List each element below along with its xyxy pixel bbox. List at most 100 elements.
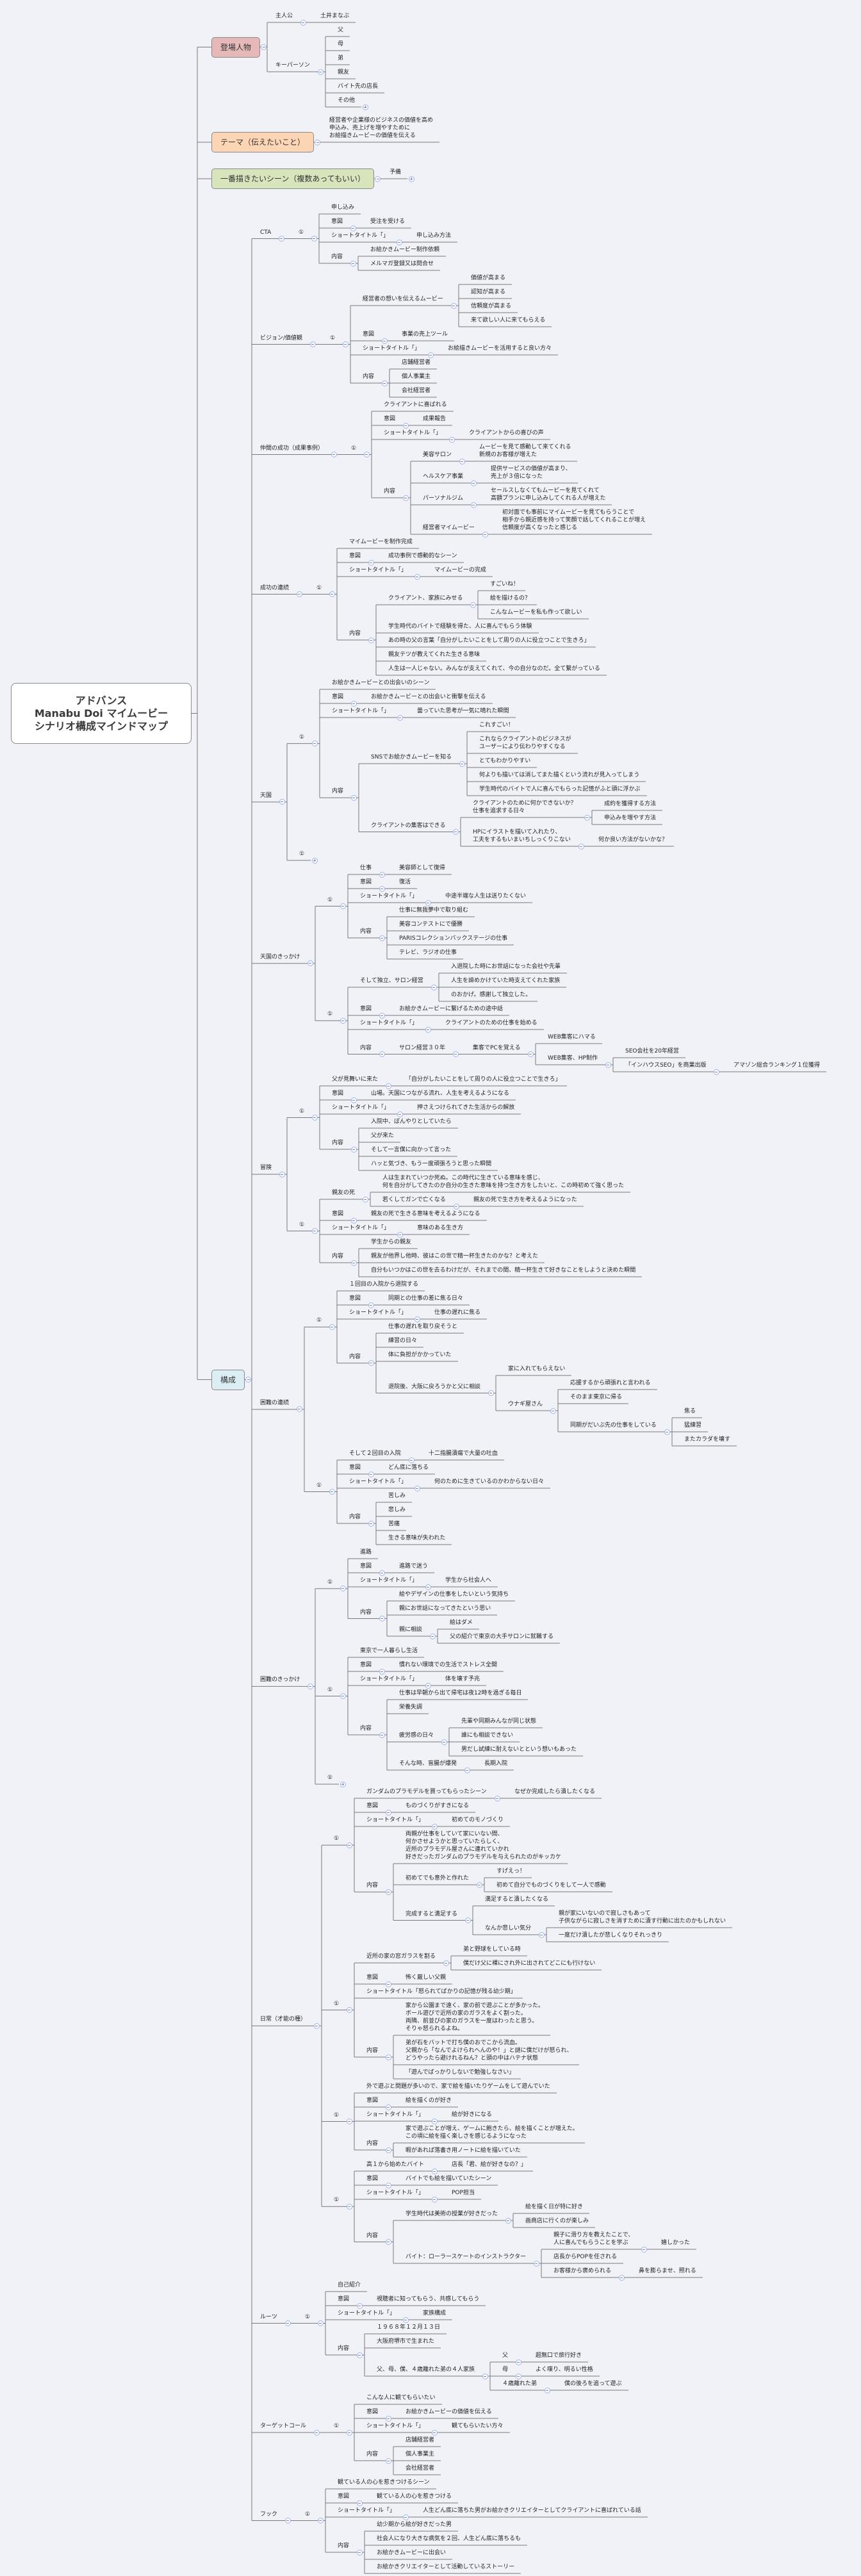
- collapse-toggle-icon[interactable]: [397, 714, 403, 721]
- collapse-toggle-icon[interactable]: [311, 1115, 318, 1120]
- subtopic[interactable]: 天国: [260, 792, 272, 799]
- subtopic[interactable]: 初めて自分でものづくりをして一人で感動: [496, 1882, 606, 1889]
- subtopic[interactable]: 家で遊ぶことが増え、ゲームに飽きたら、絵を描くことが増えた。 この頃に絵を描く楽…: [406, 2126, 578, 2140]
- subtopic[interactable]: HPにイラストを描いて入れたり、 工夫をするもいまいちしっくりこない: [473, 829, 571, 843]
- subtopic[interactable]: 復活: [399, 879, 411, 885]
- subtopic[interactable]: 自分もいつかはこの世を去るわけだが、それまでの間、精一杯生きて好きなことをしよう…: [371, 1267, 636, 1274]
- subtopic[interactable]: 内容: [366, 2140, 379, 2147]
- collapse-toggle-icon[interactable]: [397, 1111, 403, 1117]
- subtopic[interactable]: 絵はダメ: [450, 1620, 473, 1626]
- subtopic[interactable]: お絵描きムービーを活用すると良い方々: [448, 345, 552, 352]
- collapse-toggle-icon[interactable]: [329, 591, 335, 597]
- collapse-toggle-icon[interactable]: [713, 1069, 719, 1075]
- collapse-toggle-icon[interactable]: [368, 559, 374, 566]
- subtopic[interactable]: 絵を描く日が特に好き: [525, 2204, 584, 2210]
- subtopic[interactable]: 意図: [366, 2409, 379, 2415]
- subtopic[interactable]: 内容: [331, 254, 343, 260]
- subtopic[interactable]: 内容: [366, 1882, 379, 1889]
- subtopic[interactable]: 生きる意味が失われた: [388, 1535, 446, 1541]
- subtopic[interactable]: 初めてのモノづくり: [452, 1817, 504, 1823]
- subtopic[interactable]: 長期入院: [484, 1760, 508, 1767]
- subtopic[interactable]: 親友の死で生きる意味を考えるようになる: [371, 1211, 480, 1217]
- collapse-toggle-icon[interactable]: [385, 2147, 391, 2153]
- subtopic[interactable]: 店長からPOPを任される: [554, 2254, 617, 2260]
- subtopic[interactable]: 内容: [349, 1353, 361, 1360]
- subtopic[interactable]: バイト先の店長: [338, 83, 379, 90]
- subtopic[interactable]: 成果報告: [423, 416, 447, 422]
- subtopic[interactable]: 仕事は早朝から出て帰宅は夜12時を過ぎる毎日: [399, 1690, 522, 1696]
- collapse-toggle-icon[interactable]: [350, 1146, 357, 1153]
- collapse-toggle-icon[interactable]: [452, 1051, 459, 1057]
- subtopic[interactable]: 意図: [366, 1803, 379, 1809]
- collapse-toggle-icon[interactable]: [385, 2104, 391, 2110]
- collapse-toggle-icon[interactable]: [431, 2196, 438, 2203]
- collapse-toggle-icon[interactable]: [368, 637, 374, 643]
- subtopic[interactable]: 僕だけ父に裸にされ外に出されてどこにも行けない: [463, 1960, 596, 1967]
- subtopic[interactable]: ショートタイトル「」: [366, 2112, 425, 2118]
- subtopic[interactable]: サロン経営３０年: [399, 1044, 446, 1051]
- collapse-toggle-icon[interactable]: [346, 2203, 352, 2210]
- collapse-toggle-icon[interactable]: [379, 1616, 385, 1621]
- subtopic[interactable]: 家族構成: [423, 2310, 447, 2317]
- collapse-toggle-icon[interactable]: [385, 2239, 391, 2245]
- subtopic[interactable]: お絵かきムービーとの出会いのシーン: [332, 680, 430, 686]
- subtopic[interactable]: 若くしてガンで亡くなる: [382, 1197, 446, 1203]
- subtopic[interactable]: ①: [305, 2313, 311, 2320]
- subtopic[interactable]: その他: [338, 97, 356, 104]
- collapse-toggle-icon[interactable]: [313, 2022, 320, 2029]
- subtopic[interactable]: 冒険: [260, 1165, 272, 1171]
- collapse-toggle-icon[interactable]: [350, 700, 357, 707]
- subtopic[interactable]: ガンダムのプラモデルを買ってもらったシーン: [366, 1789, 487, 1795]
- collapse-toggle-icon[interactable]: [368, 1302, 374, 1308]
- subtopic[interactable]: そんな時、盲腸が爆発: [399, 1760, 457, 1767]
- subtopic[interactable]: 人は生まれていつか死ぬ。この時代に生きている意味を感じ、 何を自分がしてきたのか…: [382, 1175, 625, 1189]
- collapse-toggle-icon[interactable]: [664, 1429, 670, 1435]
- subtopic[interactable]: 「インハウスSEO」を商業出版: [625, 1062, 707, 1069]
- subtopic[interactable]: 内容: [360, 1725, 372, 1732]
- subtopic[interactable]: ①: [334, 2423, 340, 2429]
- collapse-toggle-icon[interactable]: [313, 2429, 320, 2436]
- subtopic[interactable]: 苦痛: [388, 1521, 400, 1527]
- subtopic[interactable]: 日常（才能の種）: [260, 2016, 307, 2023]
- subtopic[interactable]: 観てもらいたい方々: [452, 2423, 504, 2429]
- subtopic[interactable]: バイトでも絵を描いていたシーン: [406, 2176, 492, 2182]
- subtopic[interactable]: 会社経営者: [406, 2465, 435, 2472]
- collapse-toggle-icon[interactable]: [385, 2054, 391, 2060]
- subtopic[interactable]: 困難のきっかけ: [260, 1677, 300, 1684]
- collapse-toggle-icon[interactable]: [356, 2500, 363, 2506]
- collapse-toggle-icon[interactable]: [379, 1012, 385, 1019]
- collapse-toggle-icon[interactable]: [340, 1586, 346, 1592]
- subtopic[interactable]: 山場。天国につながる流れ、人生を考えるようになる: [371, 1090, 509, 1097]
- subtopic[interactable]: 父、母、僕、４歳離れた弟の４人家族: [377, 2367, 475, 2373]
- subtopic[interactable]: ①: [299, 1221, 305, 1228]
- subtopic[interactable]: 「自分がしたいことをして周りの人に役立つことで生きろ」: [406, 1076, 561, 1083]
- subtopic[interactable]: セールスしなくてもムービーを見てくれて 高額プランに申し込みしてくれる人が増えた: [491, 488, 606, 502]
- subtopic[interactable]: ショートタイトル「」: [349, 567, 407, 573]
- subtopic[interactable]: フック: [260, 2511, 278, 2518]
- collapse-toggle-icon[interactable]: [397, 1231, 403, 1238]
- subtopic[interactable]: とてもわかりやすい: [479, 758, 531, 764]
- subtopic[interactable]: 曇っていた思考が一気に晴れた瞬間: [417, 708, 509, 714]
- subtopic[interactable]: 家に入れてもらえない: [508, 1366, 566, 1372]
- subtopic[interactable]: 弟: [338, 55, 344, 62]
- subtopic[interactable]: 内容: [332, 1253, 344, 1259]
- subtopic[interactable]: 価値が高まる: [471, 275, 506, 281]
- subtopic[interactable]: ビジョン/価値観: [260, 334, 303, 341]
- collapse-toggle-icon[interactable]: [618, 2274, 625, 2281]
- subtopic[interactable]: 進路で迷う: [399, 1563, 429, 1570]
- collapse-toggle-icon[interactable]: [578, 843, 584, 849]
- subtopic[interactable]: 父: [338, 27, 344, 33]
- collapse-toggle-icon[interactable]: [350, 1217, 357, 1224]
- collapse-toggle-icon[interactable]: [279, 1171, 285, 1177]
- collapse-toggle-icon[interactable]: [488, 1390, 494, 1396]
- subtopic[interactable]: マイムービーを制作完成: [349, 539, 413, 545]
- subtopic[interactable]: パーソナルジム: [423, 495, 464, 502]
- collapse-toggle-icon[interactable]: [431, 2429, 438, 2436]
- collapse-toggle-icon[interactable]: [368, 1360, 374, 1366]
- subtopic[interactable]: ①: [334, 1835, 340, 1842]
- main-topic[interactable]: 構成: [211, 1369, 245, 1390]
- expand-toggle-icon[interactable]: [362, 104, 368, 110]
- collapse-toggle-icon[interactable]: [453, 1203, 459, 1210]
- subtopic[interactable]: ハッと気づき、もう一度頑張ろうと思った瞬間: [371, 1161, 492, 1167]
- central-topic[interactable]: アドバンス Manabu Doi マイムービー シナリオ構成マインドマップ: [11, 683, 192, 744]
